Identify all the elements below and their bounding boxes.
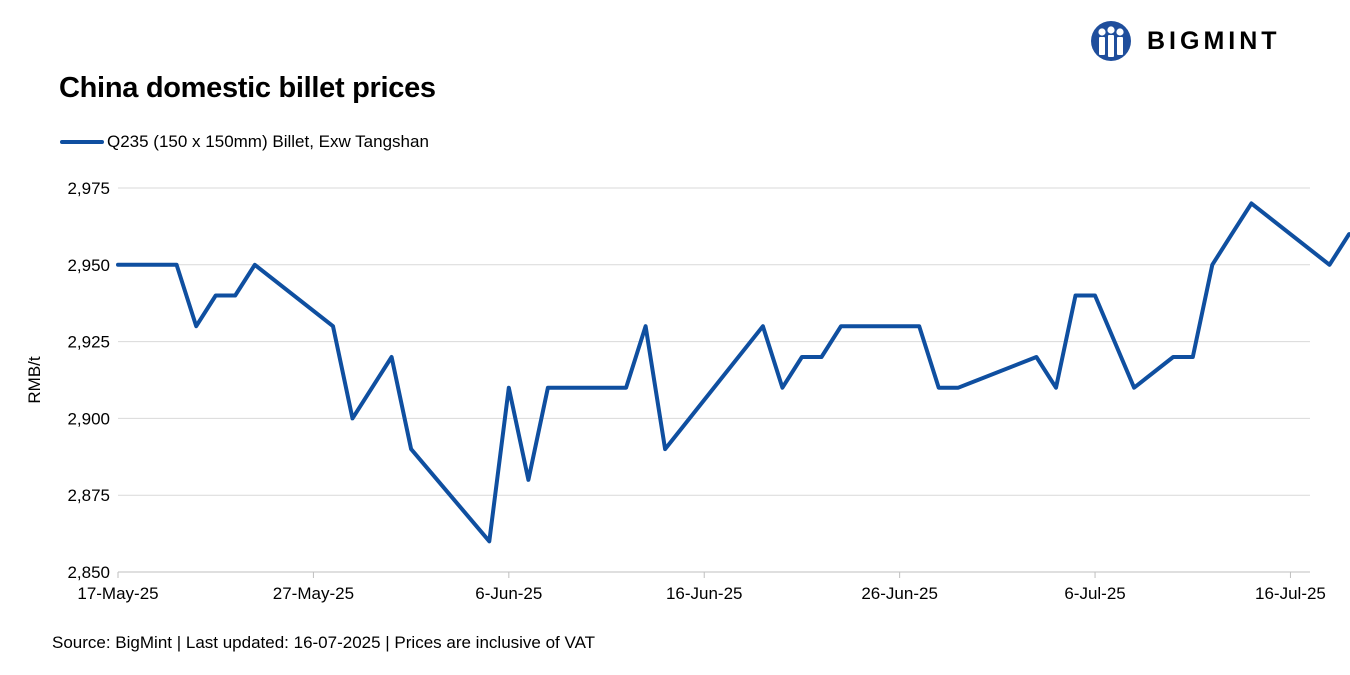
y-tick-label: 2,850 [67,563,110,582]
x-tick-label: 6-Jul-25 [1064,584,1125,603]
x-tick-labels: 17-May-25 27-May-25 6-Jun-25 16-Jun-25 26-Ju… [77,584,1326,603]
x-tick-label: 27-May-25 [273,584,354,603]
x-tick-label: 16-Jul-25 [1255,584,1326,603]
y-tick-label: 2,875 [67,486,110,505]
y-tick-label: 2,900 [67,409,110,428]
y-tick-label: 2,975 [67,179,110,198]
y-tick-label: 2,925 [67,333,110,352]
gridlines [118,187,1310,496]
chart-title: China domestic billet prices [59,72,436,104]
legend-label: Q235 (150 x 150mm) Billet, Exw Tangshan [107,132,429,151]
y-tick-label: 2,950 [67,256,110,275]
series-line [116,201,1350,544]
x-tick-label: 26-Jun-25 [861,584,938,603]
x-tick-label: 16-Jun-25 [666,584,743,603]
chart-legend: Q235 (150 x 150mm) Billet, Exw Tangshan [60,132,429,152]
legend-swatch [60,140,104,144]
x-tick-label: 6-Jun-25 [475,584,542,603]
series-layer [116,201,1350,544]
source-note: Source: BigMint | Last updated: 16-07-20… [52,633,596,652]
bigmint-logo-icon [1091,21,1131,61]
brand-name: BIGMINT [1147,26,1281,55]
x-tick-label: 17-May-25 [77,584,158,603]
y-tick-labels: 2,850 2,875 2,900 2,925 2,950 2,975 [67,179,110,582]
axes [117,571,1310,578]
brand-logo: BIGMINT [1089,20,1281,62]
y-axis-label: RMB/t [25,356,44,404]
